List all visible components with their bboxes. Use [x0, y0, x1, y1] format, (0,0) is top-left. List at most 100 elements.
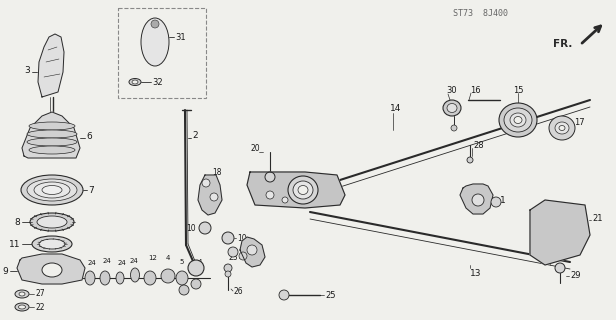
Text: 22: 22 — [35, 302, 44, 311]
Circle shape — [472, 194, 484, 206]
Ellipse shape — [132, 80, 138, 84]
Text: 12: 12 — [148, 255, 157, 261]
Ellipse shape — [19, 292, 25, 296]
Circle shape — [225, 271, 231, 277]
Ellipse shape — [42, 186, 62, 195]
Ellipse shape — [116, 272, 124, 284]
Text: 24: 24 — [130, 258, 139, 264]
Ellipse shape — [129, 78, 141, 85]
Circle shape — [239, 252, 247, 260]
Text: FR.: FR. — [553, 39, 572, 49]
Ellipse shape — [298, 186, 308, 195]
Polygon shape — [530, 200, 590, 265]
Text: 20: 20 — [250, 143, 260, 153]
Polygon shape — [22, 112, 80, 158]
Circle shape — [265, 172, 275, 182]
Ellipse shape — [15, 290, 29, 298]
Ellipse shape — [293, 181, 313, 199]
Circle shape — [467, 157, 473, 163]
Text: 24: 24 — [118, 260, 127, 266]
Text: 30: 30 — [446, 85, 456, 94]
Text: 24: 24 — [88, 260, 97, 266]
Circle shape — [491, 197, 501, 207]
Ellipse shape — [27, 179, 77, 201]
Text: 16: 16 — [470, 85, 480, 94]
Ellipse shape — [85, 271, 95, 285]
Ellipse shape — [549, 116, 575, 140]
Text: 5: 5 — [189, 269, 193, 275]
Polygon shape — [247, 172, 345, 208]
Polygon shape — [198, 175, 222, 215]
Text: 15: 15 — [513, 85, 523, 94]
Circle shape — [188, 260, 204, 276]
Text: 31: 31 — [175, 33, 185, 42]
Text: 26: 26 — [234, 287, 243, 297]
Text: 25: 25 — [325, 291, 336, 300]
Text: 28: 28 — [473, 140, 484, 149]
Circle shape — [199, 222, 211, 234]
Circle shape — [228, 247, 238, 257]
Circle shape — [282, 197, 288, 203]
Ellipse shape — [18, 305, 25, 309]
Ellipse shape — [29, 122, 75, 130]
Text: 10: 10 — [237, 234, 246, 243]
Text: 8: 8 — [14, 218, 20, 227]
Text: 17: 17 — [574, 117, 585, 126]
Ellipse shape — [131, 268, 139, 282]
Ellipse shape — [555, 122, 569, 134]
Polygon shape — [17, 254, 85, 284]
Ellipse shape — [447, 103, 457, 113]
Ellipse shape — [504, 108, 532, 132]
Ellipse shape — [32, 236, 72, 252]
Ellipse shape — [34, 182, 70, 198]
Text: 9: 9 — [2, 267, 8, 276]
Text: 14: 14 — [390, 103, 402, 113]
Ellipse shape — [37, 216, 67, 228]
Circle shape — [555, 263, 565, 273]
Text: 32: 32 — [152, 77, 163, 86]
Text: ST73  8J400: ST73 8J400 — [453, 9, 508, 18]
Ellipse shape — [161, 269, 175, 283]
Ellipse shape — [42, 263, 62, 277]
Polygon shape — [460, 184, 493, 214]
Circle shape — [222, 232, 234, 244]
Ellipse shape — [510, 113, 526, 127]
Ellipse shape — [191, 279, 201, 289]
Ellipse shape — [39, 239, 65, 249]
Text: 6: 6 — [86, 132, 92, 140]
Ellipse shape — [15, 303, 29, 311]
Text: 1: 1 — [500, 196, 506, 204]
Circle shape — [224, 264, 232, 272]
Text: 29: 29 — [570, 270, 580, 279]
Ellipse shape — [100, 271, 110, 285]
Ellipse shape — [176, 271, 188, 285]
Circle shape — [279, 290, 289, 300]
Text: 23: 23 — [229, 253, 238, 262]
Text: 19: 19 — [247, 247, 257, 257]
Ellipse shape — [21, 175, 83, 205]
Ellipse shape — [559, 125, 565, 131]
Text: 10: 10 — [187, 223, 196, 233]
Circle shape — [202, 179, 210, 187]
Polygon shape — [38, 34, 64, 97]
Ellipse shape — [29, 146, 75, 154]
Circle shape — [247, 245, 257, 255]
Text: 24: 24 — [103, 258, 111, 264]
Text: 2: 2 — [192, 131, 198, 140]
Text: 18: 18 — [212, 167, 222, 177]
Ellipse shape — [443, 100, 461, 116]
Text: 27: 27 — [35, 290, 44, 299]
Ellipse shape — [499, 103, 537, 137]
Text: 21: 21 — [592, 213, 602, 222]
Ellipse shape — [514, 116, 522, 124]
Ellipse shape — [179, 285, 189, 295]
Text: 13: 13 — [470, 268, 482, 277]
Ellipse shape — [27, 130, 77, 138]
Ellipse shape — [141, 18, 169, 66]
Ellipse shape — [144, 271, 156, 285]
Text: 3: 3 — [24, 66, 30, 75]
Ellipse shape — [30, 213, 74, 231]
Text: 4: 4 — [198, 259, 203, 265]
Text: 5: 5 — [179, 259, 184, 265]
Circle shape — [451, 125, 457, 131]
